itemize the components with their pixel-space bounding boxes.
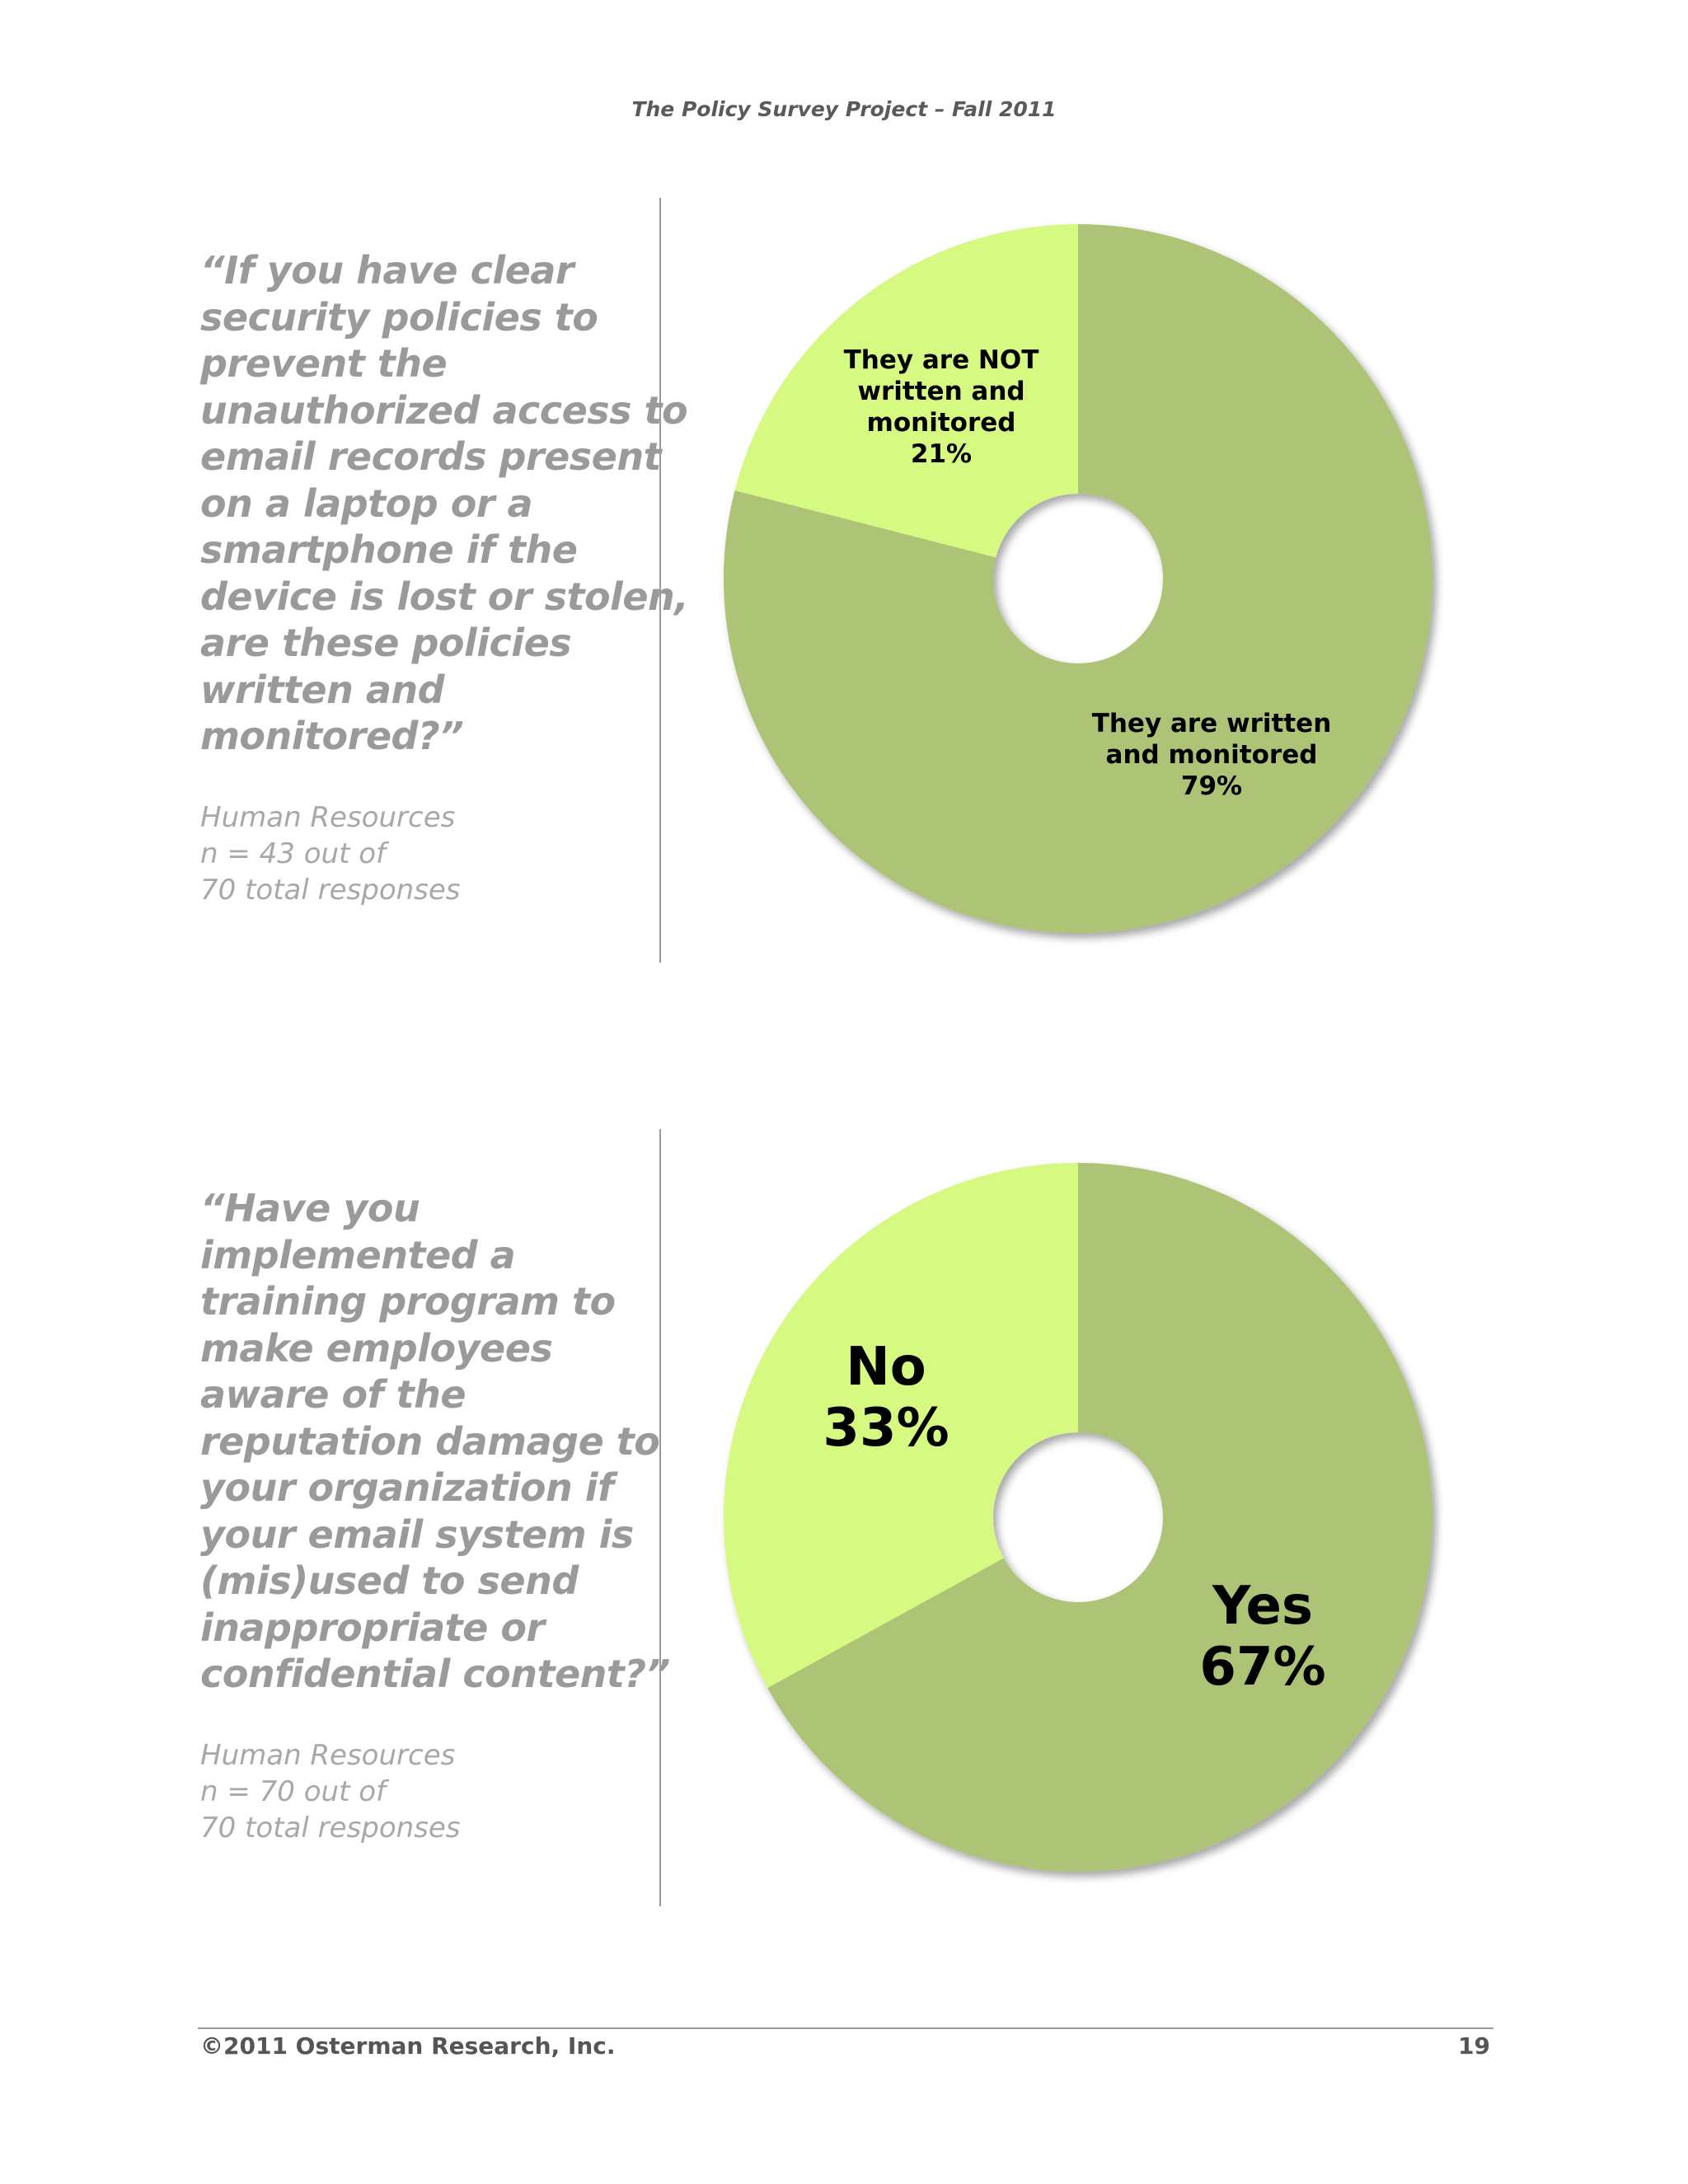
question-line: are these policies (200, 621, 572, 665)
question-text-1: “If you have clear security policies to … (200, 247, 689, 760)
slice-label: No 33% (823, 1337, 949, 1459)
question-line: your email system is (200, 1511, 634, 1557)
question-line: on a laptop or a (200, 480, 533, 526)
question-line: prevent the (200, 341, 448, 386)
question-block-2: “Have you implemented a training program… (200, 1185, 670, 1846)
question-line: unauthorized access to (200, 387, 688, 433)
donut-slice (724, 1163, 1078, 1689)
question-line: written and (200, 667, 445, 712)
question-line: make employees (200, 1325, 553, 1371)
question-line: “If you have clear (200, 248, 574, 293)
footer-rule (198, 2027, 1493, 2029)
response-meta-1: Human Resources n = 43 out of 70 total r… (200, 799, 662, 908)
question-block-1: “If you have clear security policies to … (200, 247, 689, 908)
donut-slice (734, 224, 1078, 558)
meta-line: 70 total responses (200, 873, 461, 907)
slice-label: Yes 67% (1199, 1576, 1325, 1698)
survey-question-section-2: “Have you implemented a training program… (0, 1129, 1688, 1908)
donut-chart-1: They are written and monitored 79% They are… (724, 224, 1432, 933)
question-line: inappropriate or (200, 1605, 545, 1650)
vertical-divider-2 (659, 1129, 661, 1906)
question-line: implemented a (200, 1232, 516, 1277)
question-text-2: “Have you implemented a training program… (200, 1185, 670, 1698)
meta-line: Human Resources (200, 800, 456, 834)
question-line: monitored?” (200, 714, 464, 758)
slice-label: They are NOT written and monitored 21% (844, 345, 1039, 469)
question-line: reputation damage to (200, 1418, 660, 1464)
question-line: confidential content?” (200, 1652, 670, 1696)
question-line: email records present (200, 434, 662, 479)
meta-line: n = 43 out of (200, 837, 386, 870)
donut-slice (724, 224, 1432, 933)
survey-question-section-1: “If you have clear security policies to … (0, 198, 1688, 964)
response-meta-2: Human Resources n = 70 out of 70 total r… (200, 1737, 662, 1846)
question-line: “Have you (200, 1186, 420, 1230)
meta-line: 70 total responses (200, 1811, 461, 1844)
page-header-title: The Policy Survey Project – Fall 2011 (631, 97, 1057, 121)
question-line: training program to (200, 1279, 616, 1324)
question-line: aware of the (200, 1372, 467, 1417)
slice-label: They are written and monitored 79% (1092, 709, 1332, 801)
donut-slice (767, 1163, 1432, 1872)
question-line: device is lost or stolen, (200, 574, 689, 619)
question-line: (mis)used to send (200, 1558, 579, 1603)
question-line: security policies to (200, 294, 598, 340)
question-line: your organization if (200, 1465, 614, 1510)
vertical-divider-1 (659, 198, 661, 963)
donut-chart-2: Yes 67% No 33% (724, 1163, 1432, 1872)
footer-copyright: ©2011 Osterman Research, Inc. (200, 2032, 616, 2060)
question-line: smartphone if the (200, 527, 578, 572)
meta-line: n = 70 out of (200, 1774, 386, 1808)
meta-line: Human Resources (200, 1738, 456, 1772)
footer-page-number: 19 (1458, 2032, 1490, 2060)
